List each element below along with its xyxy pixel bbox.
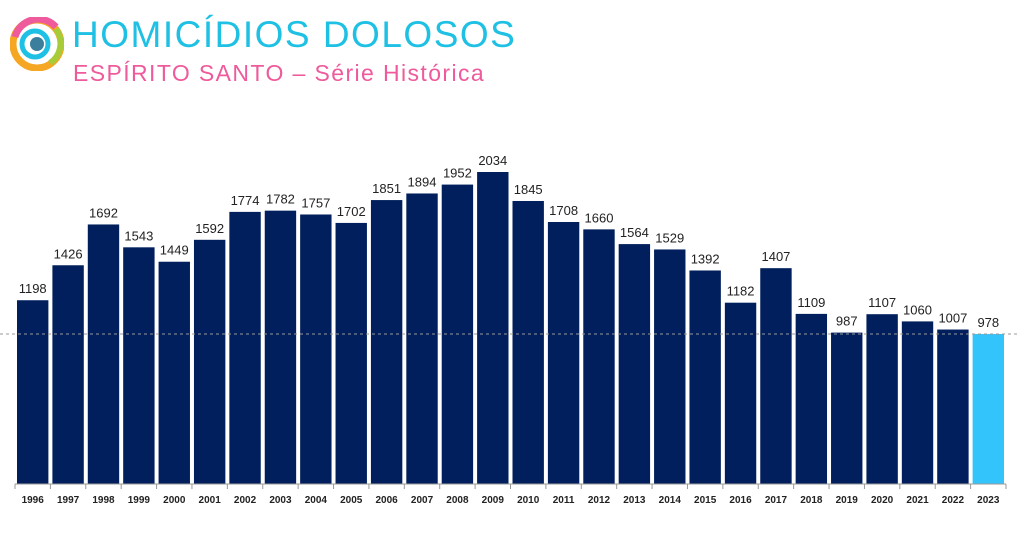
x-tick-1997: 1997: [57, 495, 80, 506]
x-tick-2004: 2004: [305, 495, 328, 506]
data-label-2009: 2034: [478, 153, 507, 168]
bar-2012: [583, 229, 615, 484]
x-tick-2023: 2023: [977, 495, 1000, 506]
data-label-2012: 1660: [585, 210, 614, 225]
data-label-2022: 1007: [938, 311, 967, 326]
page-subtitle: ESPÍRITO SANTO – Série Histórica: [73, 60, 486, 86]
x-tick-2002: 2002: [234, 495, 257, 506]
x-tick-2013: 2013: [623, 495, 646, 506]
data-label-2013: 1564: [620, 225, 649, 240]
data-label-2010: 1845: [514, 182, 543, 197]
bar-1997: [52, 265, 84, 484]
bar-2007: [406, 193, 438, 485]
x-tick-1996: 1996: [22, 495, 45, 506]
data-label-2004: 1757: [301, 195, 330, 210]
x-tick-2020: 2020: [871, 495, 894, 506]
bar-2000: [158, 261, 190, 484]
x-tick-1998: 1998: [92, 495, 115, 506]
data-label-2015: 1392: [691, 251, 720, 266]
data-label-2011: 1708: [549, 203, 578, 218]
bar-2020: [866, 314, 898, 484]
bar-2023: [972, 333, 1004, 484]
bar-2010: [512, 200, 544, 484]
x-tick-2021: 2021: [906, 495, 929, 506]
data-label-2003: 1782: [266, 192, 295, 207]
bar-2018: [795, 313, 828, 484]
data-label-1997: 1426: [54, 246, 83, 261]
x-tick-2008: 2008: [446, 495, 469, 506]
x-tick-2005: 2005: [340, 495, 363, 506]
page-title: HOMICÍDIOS DOLOSOS: [72, 14, 517, 55]
data-label-2023: 978: [977, 315, 999, 330]
bar-2014: [654, 249, 686, 484]
bar-2015: [689, 270, 721, 484]
x-tick-2019: 2019: [836, 495, 859, 506]
bar-2003: [264, 210, 297, 485]
bar-2019: [831, 332, 863, 484]
bar-2022: [937, 329, 969, 484]
bar-2004: [300, 214, 332, 484]
bar-2006: [370, 200, 403, 484]
bar-2009: [477, 172, 509, 484]
data-label-1999: 1543: [124, 228, 153, 243]
data-label-2019: 987: [836, 314, 858, 329]
bar-2005: [335, 222, 367, 484]
bar-2016: [724, 302, 757, 484]
data-label-2005: 1702: [337, 204, 366, 219]
data-label-2017: 1407: [761, 249, 790, 264]
x-tick-1999: 1999: [128, 495, 151, 506]
x-tick-2003: 2003: [269, 495, 292, 506]
x-tick-2018: 2018: [800, 495, 823, 506]
data-label-2007: 1894: [408, 174, 437, 189]
data-label-2021: 1060: [903, 302, 932, 317]
data-label-1996: 1198: [19, 281, 47, 296]
x-tick-2011: 2011: [553, 495, 575, 506]
x-tick-2016: 2016: [729, 495, 752, 506]
x-tick-2006: 2006: [376, 495, 399, 506]
bar-2021: [901, 321, 934, 484]
data-label-2014: 1529: [655, 230, 684, 245]
data-label-2002: 1774: [231, 193, 260, 208]
x-tick-2001: 2001: [199, 495, 222, 506]
x-tick-2000: 2000: [163, 495, 186, 506]
data-label-2001: 1592: [195, 221, 224, 236]
logo-icon: [10, 17, 64, 71]
x-tick-2007: 2007: [411, 495, 434, 506]
bar-2013: [618, 244, 651, 484]
bar-2017: [760, 268, 792, 484]
bar-1996: [17, 300, 49, 484]
x-tick-2009: 2009: [482, 495, 505, 506]
data-label-2000: 1449: [160, 243, 189, 258]
bar-1998: [87, 224, 120, 484]
bar-2002: [229, 211, 261, 484]
data-label-2016: 1182: [727, 284, 755, 299]
data-label-2008: 1952: [443, 166, 472, 181]
x-tick-2014: 2014: [659, 495, 682, 506]
data-label-2006: 1851: [372, 181, 401, 196]
bar-1999: [123, 247, 155, 484]
x-tick-2010: 2010: [517, 495, 540, 506]
bar-2011: [547, 222, 580, 484]
data-label-2020: 1107: [868, 295, 896, 310]
x-tick-2012: 2012: [588, 495, 611, 506]
data-label-2018: 1109: [797, 295, 825, 310]
x-tick-2015: 2015: [694, 495, 717, 506]
x-tick-2017: 2017: [765, 495, 788, 506]
bar-2001: [193, 239, 226, 484]
x-tick-2022: 2022: [942, 495, 965, 506]
data-label-1998: 1692: [89, 205, 118, 220]
